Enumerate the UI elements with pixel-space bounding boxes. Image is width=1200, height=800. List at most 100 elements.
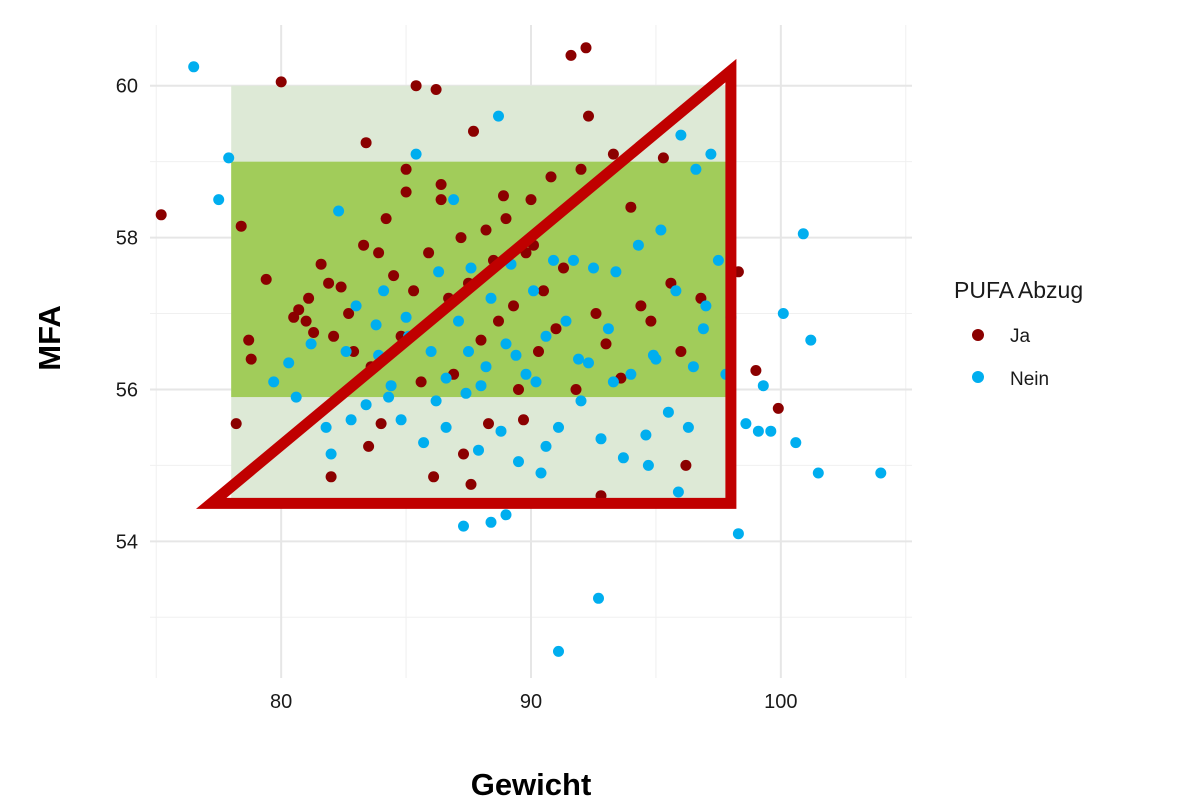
data-point-nein <box>757 380 769 392</box>
data-point-nein <box>458 520 469 532</box>
data-point-nein <box>360 399 372 411</box>
data-point-nein <box>528 285 539 297</box>
data-point-ja <box>458 448 469 460</box>
data-point-nein <box>568 254 579 266</box>
data-point-nein <box>560 315 572 327</box>
data-point-ja <box>400 186 412 198</box>
x-tick-label: 90 <box>520 691 542 713</box>
data-point-nein <box>520 368 532 380</box>
data-point-nein <box>610 266 622 278</box>
data-point-nein <box>573 353 584 365</box>
data-point-nein <box>485 516 497 528</box>
data-point-nein <box>690 163 702 175</box>
legend: PUFA Abzug Ja Nein <box>954 277 1083 390</box>
data-point-nein <box>790 437 802 449</box>
legend-label-ja: Ja <box>1010 326 1031 347</box>
data-point-ja <box>408 285 420 297</box>
data-point-nein <box>378 285 390 297</box>
data-point-nein <box>595 433 607 445</box>
data-point-ja <box>428 471 440 483</box>
data-point-ja <box>373 247 385 259</box>
data-point-nein <box>370 319 382 331</box>
data-point-nein <box>777 308 789 319</box>
data-point-nein <box>765 425 777 437</box>
data-point-ja <box>645 315 657 327</box>
legend-swatch-ja <box>972 329 984 341</box>
legend-title: PUFA Abzug <box>954 277 1083 303</box>
data-point-nein <box>797 228 809 240</box>
data-point-ja <box>518 414 529 426</box>
data-point-nein <box>500 509 512 521</box>
y-tick-label: 60 <box>116 76 138 98</box>
data-point-nein <box>682 421 694 433</box>
data-point-nein <box>410 148 422 160</box>
data-point-ja <box>388 270 400 282</box>
data-point-ja <box>465 478 477 490</box>
data-point-ja <box>550 323 562 335</box>
data-point-nein <box>625 368 637 380</box>
data-point-nein <box>465 262 477 274</box>
data-point-nein <box>752 425 764 437</box>
data-point-nein <box>632 239 644 251</box>
data-point-nein <box>540 330 552 342</box>
y-tick-label: 54 <box>116 531 138 553</box>
data-point-ja <box>245 353 257 365</box>
data-point-ja <box>635 300 647 312</box>
data-point-nein <box>662 406 674 418</box>
data-point-ja <box>468 125 479 137</box>
data-point-ja <box>400 163 412 175</box>
data-point-nein <box>650 353 662 365</box>
data-point-nein <box>670 285 682 297</box>
data-point-ja <box>590 308 602 319</box>
data-point-nein <box>448 194 460 206</box>
data-point-ja <box>430 84 442 95</box>
data-point-nein <box>540 440 552 452</box>
data-point-ja <box>423 247 435 259</box>
x-tick-label: 80 <box>270 691 292 713</box>
data-point-ja <box>380 213 392 225</box>
data-point-ja <box>235 220 247 232</box>
data-point-nein <box>583 357 594 369</box>
data-point-nein <box>607 376 619 388</box>
data-point-nein <box>495 425 507 437</box>
data-point-ja <box>483 418 494 430</box>
data-point-nein <box>500 338 512 350</box>
data-point-ja <box>500 213 512 225</box>
data-point-nein <box>642 459 654 471</box>
data-point-ja <box>230 418 242 430</box>
data-point-ja <box>410 80 422 92</box>
data-point-ja <box>600 338 612 350</box>
data-point-nein <box>475 380 487 392</box>
data-point-ja <box>303 292 315 304</box>
data-point-nein <box>602 323 614 335</box>
data-point-nein <box>333 205 345 217</box>
data-point-ja <box>657 152 669 164</box>
data-point-ja <box>300 315 312 327</box>
data-point-nein <box>575 395 587 407</box>
data-point-nein <box>400 311 412 323</box>
data-point-nein <box>433 266 445 278</box>
data-point-ja <box>565 49 577 61</box>
data-point-nein <box>325 448 337 460</box>
data-point-ja <box>625 201 637 213</box>
data-point-ja <box>455 232 467 244</box>
data-point-nein <box>395 414 407 426</box>
legend-label-nein: Nein <box>1010 369 1049 390</box>
data-point-nein <box>290 391 302 403</box>
data-point-nein <box>385 380 397 392</box>
data-point-ja <box>343 308 355 319</box>
data-point-nein <box>480 361 492 373</box>
data-point-ja <box>363 440 375 452</box>
data-point-nein <box>530 376 542 388</box>
data-point-ja <box>358 239 370 251</box>
data-point-ja <box>260 273 272 285</box>
data-point-nein <box>705 148 717 160</box>
data-point-nein <box>805 334 817 346</box>
data-point-nein <box>440 372 452 384</box>
data-point-ja <box>772 402 784 414</box>
data-point-ja <box>575 163 587 175</box>
data-point-ja <box>243 334 255 346</box>
y-axis-title: MFA <box>32 305 67 370</box>
data-point-nein <box>460 387 472 399</box>
data-point-ja <box>558 262 569 274</box>
